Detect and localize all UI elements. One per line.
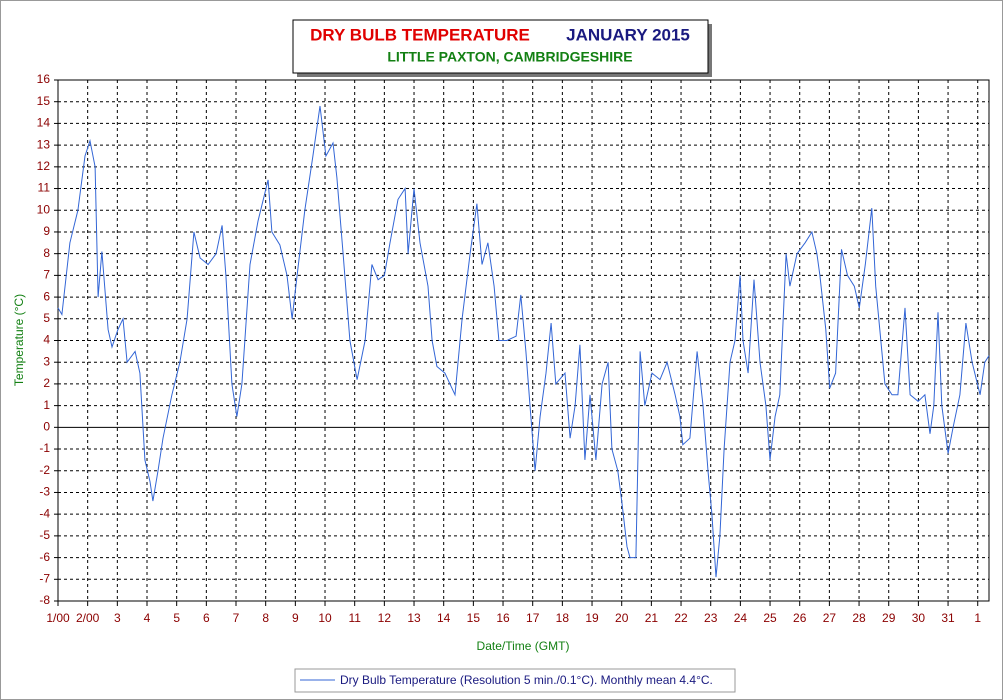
y-tick-label: -5 [39, 528, 50, 542]
x-tick-label: 20 [615, 611, 629, 625]
x-tick-label: 29 [882, 611, 896, 625]
y-tick-label: 4 [43, 333, 50, 347]
x-tick-label: 6 [203, 611, 210, 625]
y-tick-label: -4 [39, 506, 50, 520]
x-tick-label: 4 [144, 611, 151, 625]
x-tick-label: 26 [793, 611, 807, 625]
y-tick-label: 13 [37, 137, 51, 151]
y-tick-label: 0 [43, 420, 50, 434]
x-tick-label: 12 [378, 611, 392, 625]
x-tick-label: 13 [407, 611, 421, 625]
x-tick-label: 27 [823, 611, 837, 625]
legend-label: Dry Bulb Temperature (Resolution 5 min./… [340, 673, 713, 687]
temperature-line [57, 105, 990, 578]
x-tick-label: 11 [348, 611, 361, 625]
x-tick-label: 22 [674, 611, 688, 625]
y-tick-label: 9 [43, 224, 50, 238]
x-tick-label: 17 [526, 611, 540, 625]
x-tick-label: 21 [645, 611, 659, 625]
x-tick-label: 19 [585, 611, 599, 625]
x-tick-label: 18 [556, 611, 570, 625]
x-tick-label: 8 [262, 611, 269, 625]
y-tick-label: 3 [43, 354, 50, 368]
x-tick-label: 25 [763, 611, 777, 625]
x-tick-label: 2/00 [76, 611, 100, 625]
chart-subtitle: LITTLE PAXTON, CAMBRIDGESHIRE [387, 49, 632, 65]
x-tick-label: 28 [852, 611, 866, 625]
y-tick-label: -7 [39, 571, 50, 585]
y-tick-label: 1 [43, 398, 50, 412]
y-tick-label: -1 [39, 441, 50, 455]
x-tick-label: 10 [318, 611, 332, 625]
y-tick-label: 15 [37, 94, 51, 108]
y-tick-label: 16 [37, 72, 51, 86]
legend-box [294, 668, 736, 693]
x-tick-label: 1 [974, 611, 981, 625]
y-tick-label: -2 [39, 463, 50, 477]
y-tick-label: 14 [37, 116, 51, 130]
y-tick-label: 10 [37, 202, 51, 216]
x-tick-label: 31 [941, 611, 955, 625]
y-tick-label: 6 [43, 289, 50, 303]
y-tick-label: 7 [43, 268, 50, 282]
x-tick-label: 16 [496, 611, 510, 625]
y-tick-label: -3 [39, 485, 50, 499]
x-tick-label: 9 [292, 611, 299, 625]
y-tick-label: -6 [39, 550, 50, 564]
y-tick-label: 8 [43, 246, 50, 260]
x-tick-label: 30 [912, 611, 926, 625]
y-axis-label: Temperature (°C) [12, 294, 26, 386]
x-tick-label: 23 [704, 611, 718, 625]
x-tick-label: 5 [173, 611, 180, 625]
x-tick-label: 7 [233, 611, 240, 625]
y-tick-label: 11 [38, 181, 51, 195]
title-box [292, 19, 709, 74]
chart-title: DRY BULB TEMPERATURE [310, 25, 530, 44]
x-tick-label: 14 [437, 611, 451, 625]
y-tick-label: 5 [43, 311, 50, 325]
x-tick-label: 1/00 [46, 611, 70, 625]
x-tick-label: 3 [114, 611, 121, 625]
x-tick-label: 15 [467, 611, 481, 625]
y-tick-label: 2 [43, 376, 50, 390]
x-tick-label: 24 [734, 611, 748, 625]
x-axis-label: Date/Time (GMT) [477, 639, 570, 653]
y-tick-label: -8 [39, 593, 50, 607]
chart-date: JANUARY 2015 [566, 25, 690, 44]
y-tick-label: 12 [37, 159, 51, 173]
